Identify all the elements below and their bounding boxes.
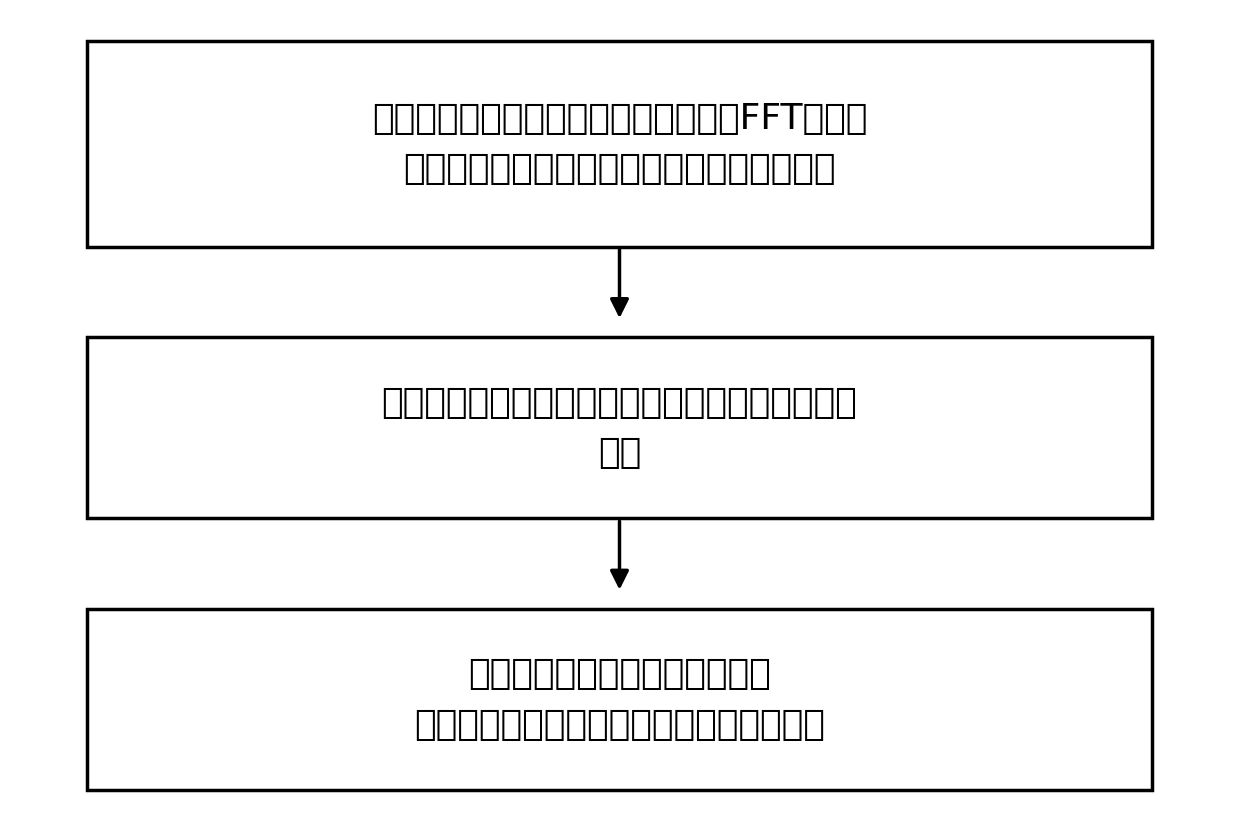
Text: 接收多频带雷达回波信号，利用全相位FFT方法估
计各频带雷达信号的相位差，并进行相干补偿: 接收多频带雷达回波信号，利用全相位FFT方法估 计各频带雷达信号的相位差，并进行… [372, 102, 867, 186]
Text: 根据补偿后的回波信号，建立多频带雷达信号融合
模型: 根据补偿后的回波信号，建立多频带雷达信号融合 模型 [382, 386, 857, 470]
FancyBboxPatch shape [87, 609, 1152, 790]
FancyBboxPatch shape [87, 337, 1152, 518]
FancyBboxPatch shape [87, 41, 1152, 247]
Text: 根据多频带雷达信号融合模型，
应用迭代自适应方法实现多频带信号的融合: 根据多频带雷达信号融合模型， 应用迭代自适应方法实现多频带信号的融合 [414, 658, 825, 742]
